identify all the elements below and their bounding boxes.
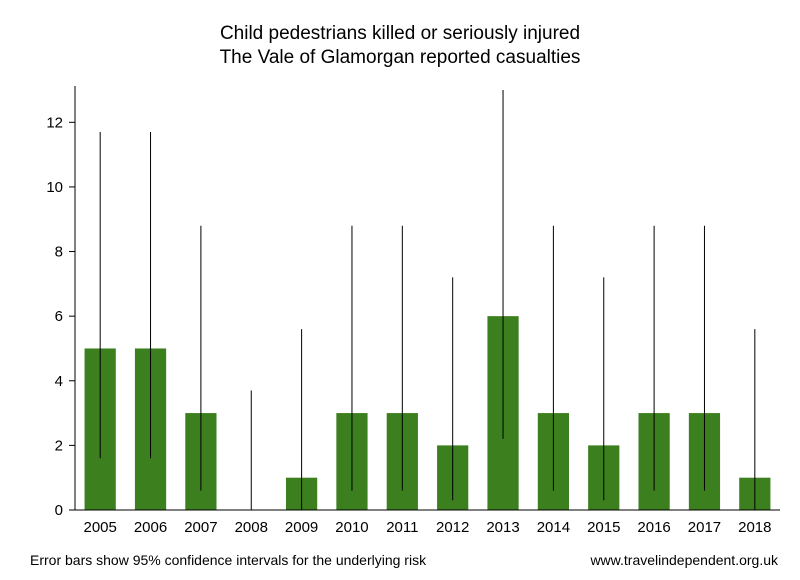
y-tick-label: 4 bbox=[55, 373, 63, 390]
category-label: 2005 bbox=[83, 519, 116, 536]
category-label: 2009 bbox=[285, 519, 318, 536]
y-tick-label: 10 bbox=[46, 179, 63, 196]
category-label: 2015 bbox=[587, 519, 620, 536]
chart-title: Child pedestrians killed or seriously in… bbox=[0, 22, 800, 70]
footer-right: www.travelindependent.org.uk bbox=[590, 552, 778, 568]
category-label: 2006 bbox=[134, 519, 167, 536]
chart-title-line2: The Vale of Glamorgan reported casualtie… bbox=[0, 46, 800, 70]
category-label: 2012 bbox=[436, 519, 469, 536]
category-label: 2014 bbox=[537, 519, 570, 536]
category-label: 2013 bbox=[486, 519, 519, 536]
chart-container: Child pedestrians killed or seriously in… bbox=[0, 0, 800, 580]
category-label: 2018 bbox=[738, 519, 771, 536]
category-label: 2007 bbox=[184, 519, 217, 536]
category-label: 2011 bbox=[386, 519, 418, 536]
y-tick-label: 12 bbox=[46, 114, 63, 131]
chart-title-line1: Child pedestrians killed or seriously in… bbox=[0, 22, 800, 46]
category-label: 2010 bbox=[335, 519, 368, 536]
y-tick-label: 8 bbox=[55, 244, 63, 261]
y-tick-label: 6 bbox=[55, 308, 63, 325]
category-label: 2017 bbox=[688, 519, 721, 536]
category-label: 2008 bbox=[235, 519, 268, 536]
y-tick-label: 2 bbox=[55, 437, 63, 454]
footer-left: Error bars show 95% confidence intervals… bbox=[30, 552, 426, 568]
category-label: 2016 bbox=[637, 519, 670, 536]
y-tick-label: 0 bbox=[55, 502, 63, 519]
chart-svg: 2005200620072008200920102011201220132014… bbox=[0, 0, 800, 580]
